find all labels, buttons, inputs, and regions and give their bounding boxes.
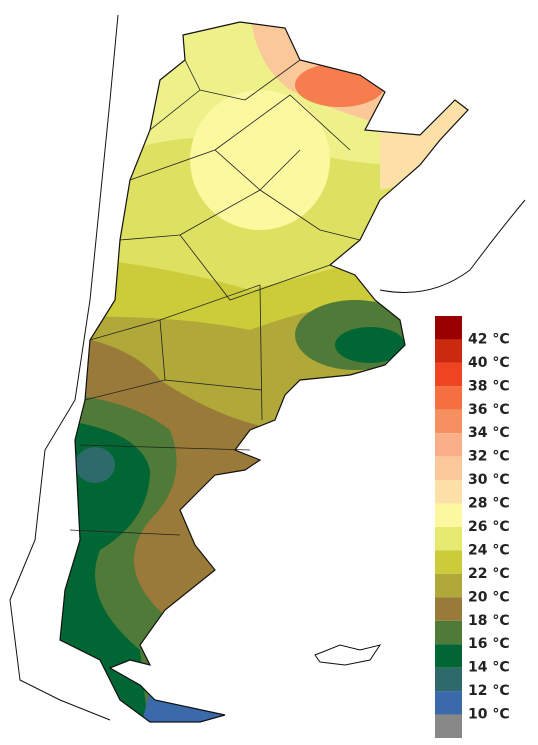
legend-swatch	[435, 620, 462, 645]
legend-swatch	[435, 456, 462, 481]
legend-swatch	[435, 550, 462, 574]
legend-swatch	[435, 667, 462, 692]
legend-swatch	[435, 691, 462, 715]
legend-swatch	[435, 316, 462, 340]
legend-label: 18 °C	[468, 613, 510, 629]
legend-label: 34 °C	[468, 425, 510, 441]
legend-label: 32 °C	[468, 449, 510, 465]
legend-swatch	[435, 503, 462, 527]
legend-swatch	[435, 339, 462, 363]
legend-label: 42 °C	[468, 331, 510, 347]
legend-label: 20 °C	[468, 589, 510, 605]
legend-label: 40 °C	[468, 355, 510, 371]
legend-swatch	[435, 573, 462, 598]
legend-label: 30 °C	[468, 472, 510, 488]
legend-label: 28 °C	[468, 496, 510, 512]
legend-label: 24 °C	[468, 542, 510, 558]
legend-swatch	[435, 386, 462, 410]
legend-label: 10 °C	[468, 707, 510, 723]
legend-swatch	[435, 433, 462, 457]
legend-swatch	[435, 409, 462, 434]
legend-swatch	[435, 714, 462, 738]
legend-label: 12 °C	[468, 683, 510, 699]
legend-swatch	[435, 480, 462, 504]
province-borders	[69, 59, 361, 536]
legend-label: 26 °C	[468, 519, 510, 535]
legend-label: 38 °C	[468, 378, 510, 394]
legend-label: 14 °C	[468, 660, 510, 676]
chile-coast	[9, 14, 526, 721]
legend-label: 36 °C	[468, 402, 510, 418]
legend-label: 22 °C	[468, 566, 510, 582]
legend-swatch	[435, 527, 462, 551]
legend-label: 16 °C	[468, 636, 510, 652]
legend-swatch	[435, 362, 462, 387]
legend-swatch	[435, 597, 462, 621]
legend-swatch	[435, 644, 462, 668]
